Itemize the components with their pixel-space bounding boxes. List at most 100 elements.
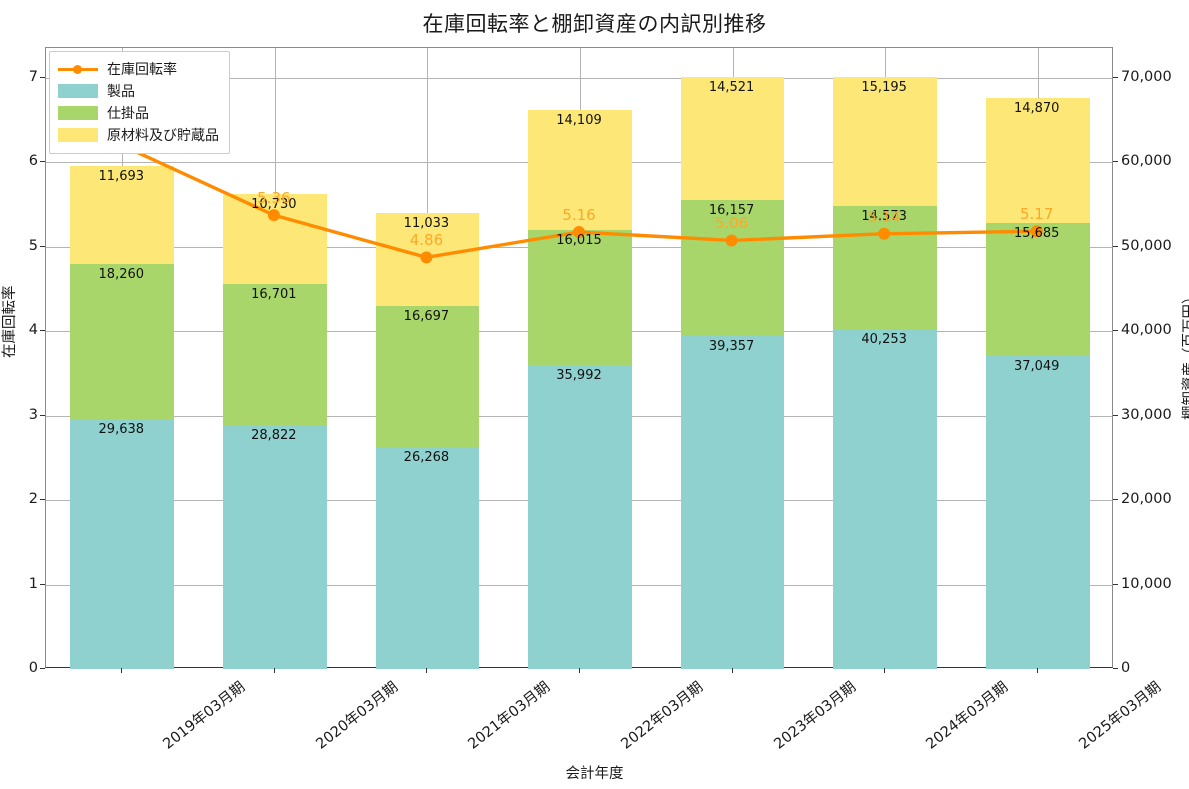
line-value-label: 5.36 (257, 189, 291, 208)
y-axis-right-tick-mark (1113, 161, 1118, 163)
legend-item-shikakarihin[interactable]: 仕掛品 (58, 102, 219, 124)
y-axis-left-tick-mark (40, 583, 45, 585)
bar-segment (375, 305, 480, 448)
y-axis-left-tick-mark (40, 414, 45, 416)
bar-segment (70, 264, 175, 419)
y-axis-right-tick-label: 50,000 (1121, 237, 1172, 254)
bar-segment (70, 418, 175, 669)
bar-value-label: 16,157 (708, 202, 755, 218)
x-axis-tick-mark (579, 668, 580, 673)
y-axis-right-label: 棚卸資産（百万円） (1182, 289, 1189, 421)
bar-segment (222, 284, 327, 426)
bar-segment (833, 328, 937, 669)
legend-item-line[interactable]: 在庫回転率 (58, 58, 219, 80)
bar-value-label: 16,697 (403, 308, 450, 324)
legend-item-seihin[interactable]: 製品 (58, 80, 219, 102)
x-axis-tick-label: 2022年03月期 (618, 679, 707, 753)
bar-value-label: 16,701 (251, 287, 297, 303)
legend-item-label: 在庫回転率 (107, 62, 177, 78)
legend-item-label: 原材料及び貯蔵品 (107, 128, 219, 144)
bar-value-label: 11,033 (403, 215, 450, 231)
x-axis-tick-label: 2023年03月期 (770, 679, 859, 753)
legend-item-genzairyo[interactable]: 原材料及び貯蔵品 (58, 124, 219, 146)
color-swatch-icon (58, 128, 98, 142)
bar-value-label: 39,357 (708, 339, 755, 355)
bar-segment (680, 77, 785, 200)
x-axis-tick-mark (273, 668, 275, 673)
y-axis-right-tick-mark (1113, 76, 1118, 78)
legend-item-label: 製品 (107, 84, 135, 100)
bar-segment (680, 336, 785, 669)
y-axis-right-tick-label: 40,000 (1121, 322, 1172, 339)
bar-segment (833, 77, 937, 206)
y-axis-right-tick-label: 10,000 (1121, 575, 1172, 592)
y-axis-left-tick-mark (40, 330, 45, 332)
y-axis-left-tick-mark (40, 76, 45, 78)
y-axis-left-label: 在庫回転率 (2, 285, 18, 359)
color-swatch-icon (58, 84, 98, 98)
x-axis-tick-mark (1036, 668, 1038, 673)
y-axis-left-tick-label: 3 (28, 406, 38, 423)
bar-value-label: 11,693 (98, 168, 145, 184)
line-value-label: 5.06 (714, 214, 749, 233)
bar-value-label: 15,195 (861, 80, 907, 96)
x-axis-tick-mark (731, 668, 733, 673)
y-axis-left-tick-label: 4 (28, 322, 38, 339)
x-axis-tick-mark (121, 668, 123, 673)
line-value-label: 5.14 (867, 207, 901, 226)
bar-value-label: 35,992 (556, 367, 602, 383)
y-axis-right-tick-mark (1113, 245, 1118, 247)
bar-value-label: 18,260 (98, 267, 145, 283)
line-value-label: 5.17 (1020, 205, 1054, 224)
x-axis-tick-label: 2020年03月期 (313, 679, 402, 753)
x-axis-tick-label: 2019年03月期 (160, 679, 249, 753)
x-axis-tick-mark (884, 668, 886, 673)
y-axis-right-tick-label: 0 (1121, 660, 1131, 676)
bar-segment (985, 223, 1090, 356)
bar-value-label: 14,573 (861, 208, 907, 224)
y-axis-right-tick-mark (1113, 668, 1118, 669)
bar-segment (222, 425, 327, 669)
y-axis-left-tick-label: 2 (28, 491, 38, 508)
y-axis-right-tick-label: 30,000 (1121, 406, 1172, 423)
y-axis-left-tick-mark (40, 668, 45, 669)
x-axis-label: 会計年度 (565, 766, 624, 782)
y-axis-left-tick-mark (40, 245, 45, 247)
bar-value-label: 16,015 (556, 232, 602, 248)
plot-area (45, 47, 1113, 669)
bar-value-label: 14,870 (1013, 100, 1060, 116)
bar-value-label: 37,049 (1013, 358, 1060, 374)
y-axis-left-tick-label: 0 (28, 660, 38, 676)
bar-value-label: 14,109 (556, 113, 602, 129)
bar-value-label: 15,685 (1013, 226, 1060, 242)
color-swatch-icon (58, 106, 98, 120)
chart-title: 在庫回転率と棚卸資産の内訳別推移 (422, 12, 767, 36)
y-axis-right-tick-mark (1113, 499, 1118, 501)
bar-segment (375, 447, 480, 669)
y-axis-right-tick-mark (1113, 330, 1118, 332)
x-axis-tick-label: 2024年03月期 (923, 679, 1012, 753)
bar-value-label: 26,268 (403, 450, 450, 466)
bar-value-label: 28,822 (251, 428, 297, 444)
bar-segment (528, 229, 632, 365)
bar-value-label: 14,521 (708, 80, 755, 96)
y-axis-left-tick-label: 6 (28, 153, 38, 170)
y-axis-left-tick-label: 1 (28, 575, 38, 592)
line-marker-icon (58, 62, 98, 76)
y-axis-right-tick-label: 70,000 (1121, 68, 1172, 85)
y-axis-right-tick-mark (1113, 583, 1118, 585)
y-axis-left-tick-mark (40, 161, 45, 163)
x-axis-tick-label: 2025年03月期 (1076, 679, 1164, 753)
line-value-label: 5.16 (562, 206, 596, 225)
bar-value-label: 40,253 (861, 331, 907, 347)
bar-segment (985, 355, 1090, 669)
bar-segment (528, 364, 632, 669)
y-axis-left-tick-label: 5 (28, 237, 38, 254)
gridline-horizontal (46, 77, 1112, 79)
x-axis-tick-label: 2021年03月期 (465, 679, 554, 753)
chart-legend: 在庫回転率 製品 仕掛品 原材料及び貯蔵品 (49, 51, 230, 154)
y-axis-left-tick-mark (40, 499, 45, 501)
line-value-label: 4.86 (409, 231, 444, 250)
y-axis-right-tick-mark (1113, 414, 1118, 416)
